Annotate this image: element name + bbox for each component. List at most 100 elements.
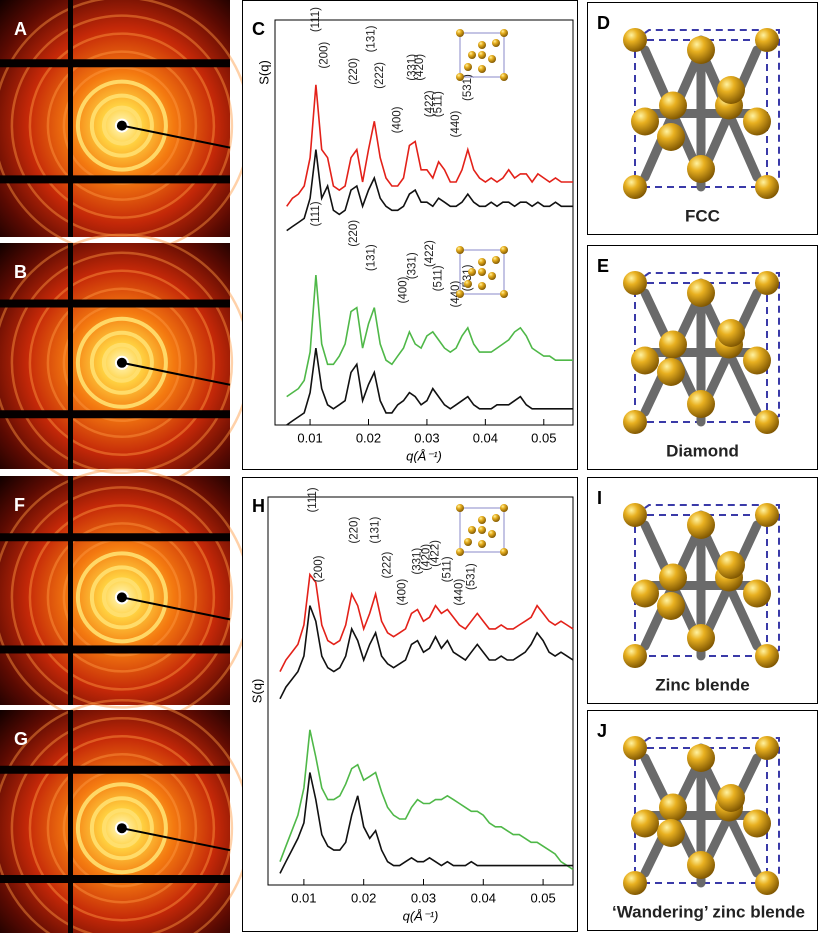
peak-label: (440) <box>450 110 462 137</box>
x-tick-label: 0.05 <box>530 890 555 905</box>
inset-atom <box>492 256 500 264</box>
atom <box>743 810 771 838</box>
atom <box>755 871 779 895</box>
atom <box>687 511 715 539</box>
inset-atom <box>456 29 464 37</box>
peak-label: (511) <box>441 556 453 582</box>
inset-atom <box>500 73 508 81</box>
atom <box>659 794 687 822</box>
inset-atom <box>464 63 472 71</box>
peak-label: (440) <box>453 579 465 606</box>
peak-label: (400) <box>392 106 404 133</box>
x-tick-label: 0.01 <box>291 890 316 905</box>
x-tick-label: 0.02 <box>356 430 381 445</box>
y-axis-label: S(q) <box>256 60 271 85</box>
x-tick-label: 0.01 <box>297 430 322 445</box>
atom <box>687 624 715 652</box>
inset-atom <box>468 268 476 276</box>
atom <box>717 319 745 347</box>
inset-atom <box>500 548 508 556</box>
peak-label: (511) <box>433 265 445 291</box>
peak-label: (331) <box>406 252 418 279</box>
atom <box>755 175 779 199</box>
inset-atom <box>478 540 486 548</box>
peak-label: (220) <box>349 517 361 544</box>
peak-label: (222) <box>382 551 394 578</box>
peak-label: (131) <box>365 25 377 52</box>
chart: C0.010.020.030.040.05q(Å⁻¹)S(q)(111)(200… <box>243 1 578 470</box>
atom <box>623 28 647 52</box>
diffraction-image: A <box>0 0 250 254</box>
inset-atom <box>478 516 486 524</box>
detector-gap <box>0 645 230 653</box>
panel-letter: D <box>597 13 610 33</box>
diffraction-image: G <box>0 700 250 933</box>
atom <box>623 736 647 760</box>
atom <box>755 503 779 527</box>
atom <box>657 123 685 151</box>
figure: ABFGDFCCEDiamondIZinc blendeJ‘Wandering’… <box>0 0 820 933</box>
inset-atom <box>478 65 486 73</box>
atom <box>755 736 779 760</box>
atom <box>755 644 779 668</box>
inset-atom <box>492 514 500 522</box>
detector-gap <box>68 243 73 469</box>
inset-atom <box>478 526 486 534</box>
structure-panel: J‘Wandering’ zinc blende <box>588 711 818 931</box>
atom <box>659 331 687 359</box>
peak-label: (131) <box>365 244 377 271</box>
peak-label: (131) <box>370 517 382 544</box>
panel-letter: I <box>597 488 602 508</box>
x-tick-label: 0.05 <box>531 430 556 445</box>
detector-gap <box>0 59 230 67</box>
structure-caption: Diamond <box>666 441 739 460</box>
panel-letter: G <box>14 729 28 749</box>
x-tick-label: 0.04 <box>473 430 498 445</box>
detector-gap <box>0 766 230 774</box>
peak-label: (220) <box>348 220 360 247</box>
inset-atom <box>488 272 496 280</box>
peak-label: (200) <box>313 555 325 582</box>
atom <box>743 347 771 375</box>
peak-label: (200) <box>319 42 331 69</box>
inset-atom <box>468 526 476 534</box>
peak-label: (422) <box>429 540 441 567</box>
inset-atom <box>478 51 486 59</box>
inset-atom <box>488 55 496 63</box>
page: {"image_panels": [{"label": "A"}, {"labe… <box>0 0 820 933</box>
panel-frame <box>243 478 578 932</box>
atom <box>623 871 647 895</box>
inset-atom <box>500 29 508 37</box>
peak-label: (220) <box>348 58 360 85</box>
x-tick-label: 0.02 <box>351 890 376 905</box>
structure-panel: E Diamond <box>588 246 818 470</box>
atom <box>743 108 771 136</box>
detector-gap <box>68 0 73 237</box>
x-tick-label: 0.03 <box>414 430 439 445</box>
detector-gap <box>0 300 230 308</box>
peak-label: (111) <box>310 7 322 32</box>
peak-label: (400) <box>397 579 409 606</box>
inset-atom <box>468 51 476 59</box>
inset-atom <box>456 73 464 81</box>
inset-atom <box>500 246 508 254</box>
atom <box>659 92 687 120</box>
atom <box>631 347 659 375</box>
detector-gap <box>0 875 230 883</box>
atom <box>687 155 715 183</box>
inset-atom <box>478 41 486 49</box>
inset-atom <box>488 530 496 538</box>
inset-atom <box>478 268 486 276</box>
atom <box>687 744 715 772</box>
detector-gap <box>0 175 230 183</box>
diffraction-image: B <box>0 235 250 491</box>
x-axis-label: q(Å⁻¹) <box>403 908 439 923</box>
atom <box>657 358 685 386</box>
detector-gap <box>0 533 230 541</box>
atom <box>623 175 647 199</box>
atom <box>659 564 687 592</box>
inset-atom <box>464 538 472 546</box>
panel-letter: E <box>597 256 609 276</box>
atom <box>687 390 715 418</box>
